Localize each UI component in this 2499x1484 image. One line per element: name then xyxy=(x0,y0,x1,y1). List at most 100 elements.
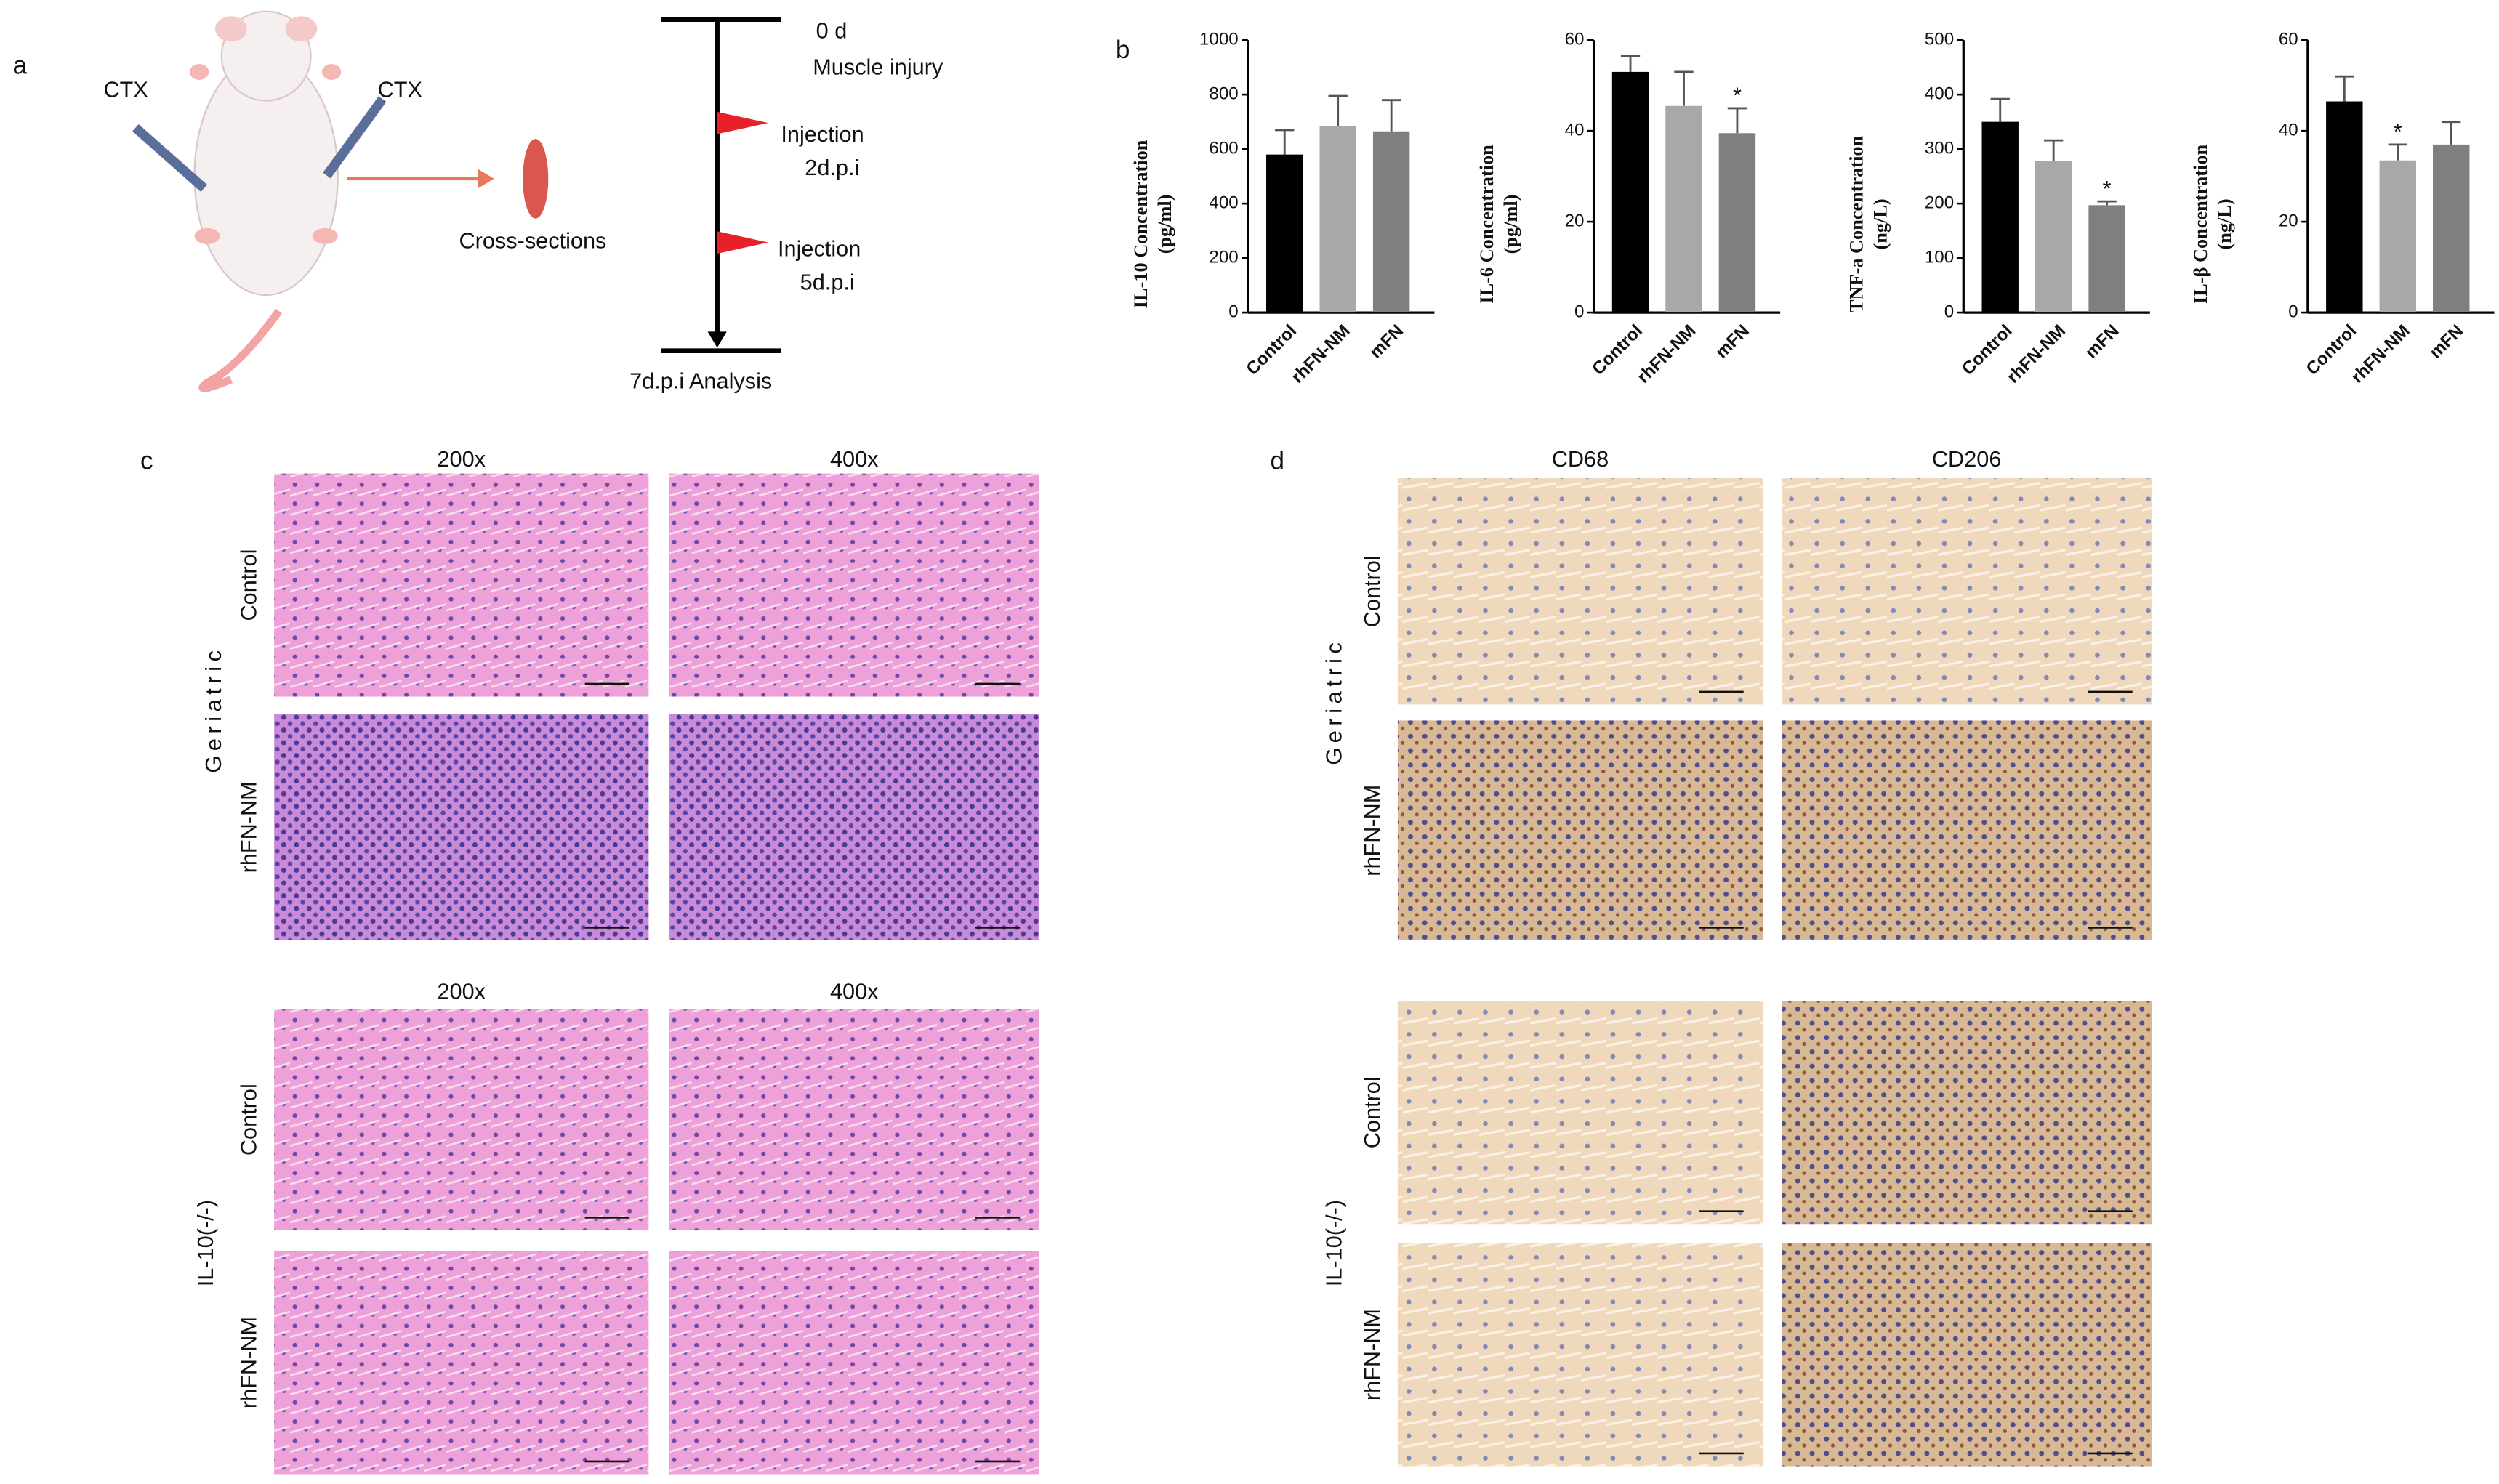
y-tick-label: 60 xyxy=(1565,30,1585,49)
micrograph xyxy=(1397,1001,1763,1225)
y-tick-label: 0 xyxy=(1228,302,1238,321)
timeline-label: Injection xyxy=(781,121,864,147)
micrograph xyxy=(1782,720,2152,940)
micrograph xyxy=(669,1251,1039,1475)
column-header: 400x xyxy=(830,446,879,472)
x-tick-label: mFN xyxy=(2082,321,2123,363)
timeline-time: 2d.p.i xyxy=(805,155,859,180)
timeline-label: Injection xyxy=(778,236,861,262)
row-label: Control xyxy=(1359,1076,1385,1148)
row-label: Control xyxy=(236,1084,261,1156)
y-tick-label: 1000 xyxy=(1199,30,1239,49)
bar xyxy=(2088,205,2125,313)
row-label: Control xyxy=(236,549,261,621)
micrograph xyxy=(669,473,1039,697)
x-tick-label: rhFN-NM xyxy=(2003,321,2069,387)
y-tick-label: 400 xyxy=(1209,193,1238,212)
y-tick-label: 100 xyxy=(1925,247,1954,267)
bar xyxy=(1319,126,1356,313)
group-label: Geriatric xyxy=(201,645,226,773)
row-label: rhFN-NM xyxy=(236,781,261,873)
micrograph xyxy=(274,714,649,940)
y-axis-label: TNF-a Concentration xyxy=(1846,135,1867,312)
y-axis-label: (ng/L) xyxy=(2214,198,2235,249)
panel-label: d xyxy=(1271,446,1285,475)
y-axis-label: IL-6 Concentration xyxy=(1476,145,1497,304)
y-tick-label: 0 xyxy=(1944,302,1954,321)
timeline xyxy=(661,17,781,354)
y-axis-label: IL-10 Concentration xyxy=(1130,140,1151,308)
y-tick-label: 200 xyxy=(1209,247,1238,267)
y-axis-label: IL-β Concentration xyxy=(2190,144,2211,303)
x-tick-label: rhFN-NM xyxy=(1288,321,1354,387)
y-tick-label: 0 xyxy=(2288,302,2298,321)
y-tick-label: 800 xyxy=(1209,84,1238,104)
column-header: 400x xyxy=(830,978,879,1004)
bar xyxy=(2326,101,2363,313)
y-tick-label: 0 xyxy=(1574,302,1584,321)
column-header: CD68 xyxy=(1552,446,1609,472)
mouse-illustration xyxy=(132,10,549,392)
x-tick-label: mFN xyxy=(2426,321,2467,363)
bar xyxy=(2379,160,2416,313)
micrograph xyxy=(274,1251,649,1475)
bar xyxy=(1611,71,1649,313)
micrograph xyxy=(1782,1001,2152,1225)
bar xyxy=(1981,121,2019,313)
row-label: rhFN-NM xyxy=(1359,785,1385,876)
row-label: Control xyxy=(1359,555,1385,627)
y-tick-label: 20 xyxy=(1565,211,1585,230)
micrograph xyxy=(274,473,649,697)
micrograph xyxy=(1782,1243,2152,1467)
y-tick-label: 400 xyxy=(1925,84,1954,104)
micrograph xyxy=(1397,1243,1763,1467)
panel-label: a xyxy=(13,52,28,80)
row-label: rhFN-NM xyxy=(1359,1309,1385,1400)
timeline-time: 5d.p.i xyxy=(800,270,855,295)
micrograph xyxy=(274,1009,649,1231)
y-tick-label: 60 xyxy=(2279,30,2298,49)
y-tick-label: 20 xyxy=(2279,211,2298,230)
column-header: 200x xyxy=(437,978,486,1004)
injection-label: CTX xyxy=(104,76,148,102)
timeline-time: 0 d xyxy=(816,17,848,43)
y-tick-label: 500 xyxy=(1925,30,1954,49)
bar xyxy=(2433,144,2470,313)
micrograph xyxy=(1782,478,2152,705)
significance-mark: * xyxy=(2103,176,2112,201)
bar xyxy=(1266,154,1303,313)
group-label: IL-10(-/-) xyxy=(1321,1200,1347,1286)
y-axis-label: (pg/ml) xyxy=(1154,194,1175,254)
panel-label: c xyxy=(140,446,153,475)
x-tick-label: rhFN-NM xyxy=(2348,321,2414,387)
y-tick-label: 300 xyxy=(1925,139,1954,158)
bar xyxy=(1665,105,1702,313)
y-tick-label: 600 xyxy=(1209,139,1238,158)
micrograph xyxy=(669,1009,1039,1231)
timeline-end: 7d.p.i Analysis xyxy=(629,368,772,394)
y-tick-label: 40 xyxy=(2279,121,2298,140)
group-label: IL-10(-/-) xyxy=(193,1200,218,1286)
x-tick-label: mFN xyxy=(1712,321,1753,363)
x-tick-label: mFN xyxy=(1366,321,1407,363)
x-tick-label: rhFN-NM xyxy=(1633,321,1699,387)
y-tick-label: 40 xyxy=(1565,121,1585,140)
bar xyxy=(1372,131,1410,313)
row-label: rhFN-NM xyxy=(236,1317,261,1408)
significance-mark: * xyxy=(2394,119,2402,145)
bar xyxy=(2035,161,2072,313)
column-header: CD206 xyxy=(1932,446,2002,472)
output-label: Cross-sections xyxy=(459,228,606,254)
timeline-label: Muscle injury xyxy=(813,55,943,80)
injection-label: CTX xyxy=(378,76,422,102)
micrograph xyxy=(1397,478,1763,705)
y-tick-label: 200 xyxy=(1925,193,1954,212)
column-header: 200x xyxy=(437,446,486,472)
y-axis-label: (pg/ml) xyxy=(1500,194,1521,254)
bar xyxy=(1718,133,1756,313)
significance-mark: * xyxy=(1733,83,1742,108)
y-axis-label: (ng/L) xyxy=(1870,198,1891,249)
panel-label: b xyxy=(1116,36,1130,64)
